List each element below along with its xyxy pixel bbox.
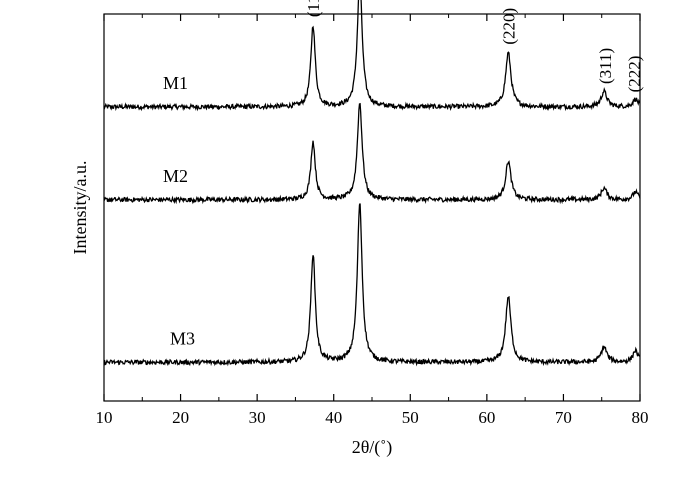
x-tick-label: 30	[249, 408, 266, 427]
x-axis-label: 2θ/(˚)	[352, 437, 393, 458]
y-axis-label: Intensity/a.u.	[70, 161, 90, 255]
series-line-m2	[103, 102, 641, 205]
x-tick-label: 70	[555, 408, 572, 427]
peak-label: (111)	[304, 0, 323, 17]
peak-label: (220)	[499, 8, 518, 45]
series-label-m3: M3	[170, 328, 195, 348]
series-label-m1: M1	[163, 73, 188, 93]
x-tick-label: 60	[478, 408, 495, 427]
x-tick-label: 80	[632, 408, 649, 427]
peak-label: (222)	[625, 56, 644, 93]
x-axis: 10 20 30 40 50 60 70 80	[96, 14, 649, 427]
series-line-m1	[103, 0, 641, 112]
x-tick-label: 50	[402, 408, 419, 427]
series-layer	[103, 0, 641, 367]
x-tick-label: 20	[172, 408, 189, 427]
x-tick-label: 40	[325, 408, 342, 427]
series-label-m2: M2	[163, 166, 188, 186]
peak-label: (311)	[596, 48, 615, 84]
x-tick-label: 10	[96, 408, 113, 427]
series-line-m3	[103, 203, 641, 367]
